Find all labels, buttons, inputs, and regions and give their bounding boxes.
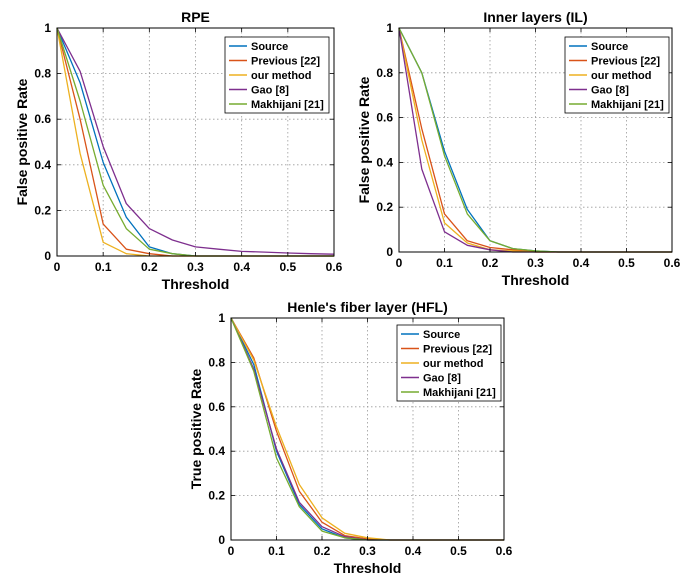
y-tick-label: 0.8 (376, 66, 393, 80)
x-axis-label: Threshold (502, 272, 570, 288)
y-tick-label: 0.8 (34, 67, 51, 81)
x-tick-label: 0.5 (618, 256, 635, 270)
chart-title: Inner layers (IL) (483, 9, 587, 25)
legend-box (224, 36, 330, 114)
x-tick-label: 0.4 (573, 256, 590, 270)
x-tick-label: 0.3 (187, 260, 204, 274)
y-tick-label: 0.4 (376, 155, 393, 169)
legend: Source Previous [22] our method Gao [8] Makh… (564, 36, 670, 114)
x-axis-label: Threshold (162, 276, 230, 292)
legend: Source Previous [22] our method Gao [8] Makh… (396, 324, 502, 402)
x-tick-label: 0.2 (314, 544, 331, 558)
x-tick-label: 0.6 (326, 260, 343, 274)
legend-label: Previous [22] (251, 56, 320, 68)
legend-label: Previous [22] (591, 56, 660, 68)
y-tick-label: 1 (218, 311, 225, 325)
x-tick-label: 0.1 (95, 260, 112, 274)
legend-label: Source (251, 41, 288, 53)
chart-2: 0 0.1 0.2 0.3 0.4 0.5 0.6 0 0.2 0.4 0.6 0.8 1 Henle's… (188, 299, 513, 576)
y-tick-label: 0.8 (208, 355, 225, 369)
y-tick-label: 0.2 (34, 203, 51, 217)
x-tick-label: 0.5 (279, 260, 296, 274)
y-axis-label: True positive Rate (188, 368, 204, 489)
x-tick-label: 0 (228, 544, 235, 558)
legend-label: Makhijani [21] (423, 387, 496, 399)
x-tick-label: 0 (396, 256, 403, 270)
y-tick-label: 1 (386, 21, 393, 35)
legend-label: Source (423, 329, 460, 341)
x-tick-label: 0.3 (359, 544, 376, 558)
legend-label: Source (591, 41, 628, 53)
y-tick-label: 0 (386, 245, 393, 259)
chart-title: Henle's fiber layer (HFL) (287, 299, 447, 315)
y-tick-label: 1 (44, 21, 51, 35)
legend-label: Makhijani [21] (591, 99, 664, 111)
y-axis-label: False positive Rate (356, 76, 372, 203)
y-tick-label: 0 (44, 249, 51, 263)
x-tick-label: 0 (54, 260, 61, 274)
legend-label: our method (251, 70, 312, 82)
chart-title: RPE (181, 9, 210, 25)
x-tick-label: 0.4 (405, 544, 422, 558)
legend-label: our method (423, 358, 484, 370)
x-tick-label: 0.1 (268, 544, 285, 558)
x-tick-label: 0.3 (527, 256, 544, 270)
legend-label: Gao [8] (423, 373, 461, 385)
y-tick-label: 0.6 (376, 111, 393, 125)
y-tick-label: 0.4 (208, 444, 225, 458)
x-tick-label: 0.2 (141, 260, 158, 274)
y-axis-label: False positive Rate (14, 78, 30, 205)
y-tick-label: 0.2 (208, 489, 225, 503)
legend-label: Gao [8] (251, 85, 289, 97)
legend-label: our method (591, 70, 652, 82)
legend-label: Makhijani [21] (251, 99, 324, 111)
chart-1: 0 0.1 0.2 0.3 0.4 0.5 0.6 0 0.2 0.4 0.6 0.8 1 Inner l… (356, 9, 681, 288)
legend: Source Previous [22] our method Gao [8] Makh… (224, 36, 330, 114)
y-tick-label: 0.6 (208, 400, 225, 414)
y-tick-label: 0.6 (34, 112, 51, 126)
y-tick-label: 0.4 (34, 158, 51, 172)
x-tick-label: 0.6 (496, 544, 513, 558)
x-tick-label: 0.6 (664, 256, 681, 270)
legend-label: Gao [8] (591, 85, 629, 97)
x-tick-label: 0.2 (482, 256, 499, 270)
x-tick-label: 0.5 (450, 544, 467, 558)
chart-0: 0 0.1 0.2 0.3 0.4 0.5 0.6 0 0.2 0.4 0.6 0.8 1 RPE Thre… (14, 9, 343, 292)
y-tick-label: 0.2 (376, 200, 393, 214)
legend-label: Previous [22] (423, 344, 492, 356)
y-tick-label: 0 (218, 533, 225, 547)
x-tick-label: 0.1 (436, 256, 453, 270)
x-axis-label: Threshold (334, 560, 402, 575)
x-tick-label: 0.4 (233, 260, 250, 274)
